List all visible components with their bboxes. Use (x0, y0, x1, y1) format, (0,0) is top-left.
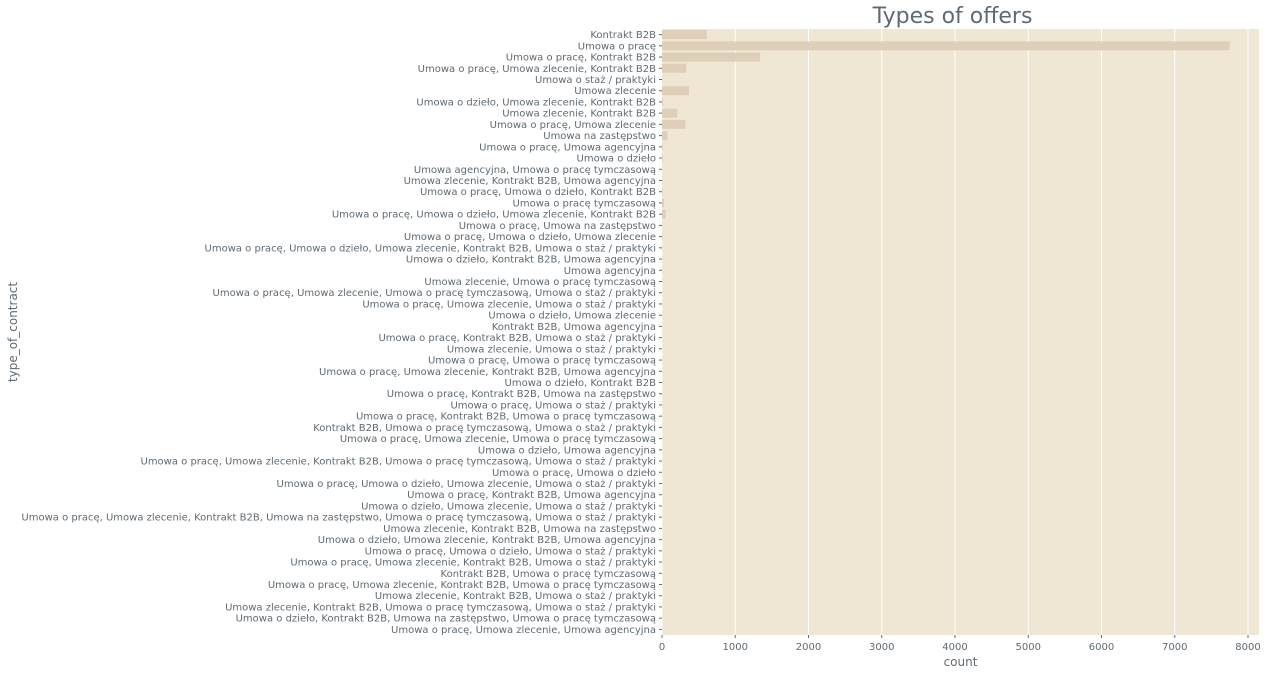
x-tick-label: 6000 (1089, 642, 1114, 653)
y-tick-label: Umowa o pracę, Umowa zlecenie, Kontrakt … (141, 457, 657, 468)
y-tick-label: Umowa o pracę, Umowa o dzieło, Umowa zle… (205, 243, 656, 254)
y-tick-label: Umowa o pracę, Kontrakt B2B, Umowa agenc… (407, 490, 656, 501)
y-tick-label: Kontrakt B2B (590, 30, 656, 41)
y-tick-label: Umowa zlecenie (574, 86, 656, 97)
y-tick-label: Umowa o dzieło, Umowa zlecenie, Kontrakt… (416, 97, 656, 108)
y-tick-label: Umowa o pracę, Umowa zlecenie, Kontrakt … (290, 558, 656, 569)
plot-background (662, 29, 1259, 635)
y-tick-label: Umowa o pracę, Umowa zlecenie, Kontrakt … (319, 367, 656, 378)
y-tick-label: Umowa o dzieło, Umowa zlecenie (488, 311, 656, 322)
x-tick-label: 5000 (1016, 642, 1041, 653)
bar (662, 153, 663, 163)
y-tick-label: Umowa o pracę, Umowa o staż / praktyki (450, 400, 656, 411)
y-tick-label: Umowa o pracę, Umowa o dzieło, Umowa o s… (365, 546, 656, 557)
y-tick-label: Umowa o pracę, Umowa zlecenie, Kontrakt … (268, 580, 656, 591)
bar (662, 198, 664, 208)
bar (662, 108, 678, 118)
y-tick-label: Umowa o dzieło, Kontrakt B2B (505, 378, 657, 389)
bar (662, 142, 663, 152)
y-tick-label: Umowa o dzieło, Kontrakt B2B, Umowa na z… (236, 614, 656, 625)
y-tick-label: Umowa o pracę, Umowa o dzieło, Umowa zle… (277, 479, 656, 490)
y-tick-label: Umowa o pracę, Umowa o dzieło, Umowa zle… (404, 232, 656, 243)
x-tick-label: 7000 (1162, 642, 1187, 653)
y-tick-label: Umowa o pracę, Kontrakt B2B, Umowa na za… (387, 389, 656, 400)
bar (662, 41, 1230, 51)
x-tick-label: 3000 (869, 642, 894, 653)
x-tick-labels: 0 1000 2000 3000 4000 5000 6000 7000 8000 (659, 635, 1261, 653)
bar (662, 30, 707, 40)
x-axis-label: count (944, 655, 978, 669)
bar (662, 119, 686, 129)
y-tick-label: Umowa o staż / praktyki (535, 75, 656, 86)
bar (662, 52, 761, 62)
y-tick-label: Umowa na zastępstwo (543, 131, 656, 142)
y-tick-label: Kontrakt B2B, Umowa o pracę tymczasową (441, 569, 656, 580)
y-tick-label: Umowa o pracę, Umowa zlecenie, Umowa o s… (362, 299, 656, 310)
bar (662, 97, 664, 107)
y-axis-label: type_of_contract (6, 282, 20, 383)
y-tick-label: Umowa o pracę, Umowa o pracę tymczasową (428, 356, 656, 367)
x-tick-label: 0 (659, 642, 665, 653)
y-tick-label: Umowa o pracę, Umowa zlecenie, Umowa o p… (340, 434, 656, 445)
y-tick-label: Umowa zlecenie, Umowa o staż / praktyki (447, 344, 656, 355)
y-tick-label: Umowa o pracę, Umowa zlecenie, Umowa o p… (213, 288, 656, 299)
y-tick-label: Umowa o pracę, Umowa agencyjna (479, 142, 656, 153)
y-tick-label: Umowa zlecenie, Kontrakt B2B, Umowa na z… (383, 524, 656, 535)
y-tick-label: Umowa zlecenie, Kontrakt B2B (502, 109, 656, 120)
y-tick-label: Umowa zlecenie, Kontrakt B2B, Umowa o st… (375, 591, 656, 602)
bar (662, 86, 690, 96)
y-tick-label: Umowa agencyjna, Umowa o pracę tymczasow… (414, 165, 656, 176)
y-tick-label: Umowa o pracę, Umowa zlecenie, Kontrakt … (418, 64, 656, 75)
y-tick-label: Umowa o pracę, Kontrakt B2B (506, 53, 656, 64)
y-tick-label: Umowa o pracę tymczasową (513, 198, 656, 209)
y-tick-label: Umowa o pracę, Kontrakt B2B, Umowa o pra… (356, 412, 656, 423)
y-tick-label: Kontrakt B2B, Umowa agencyjna (492, 322, 656, 333)
y-tick-label: Umowa zlecenie, Kontrakt B2B, Umowa o pr… (225, 602, 656, 613)
y-tick-label: Umowa o pracę, Umowa na zastępstwo (459, 221, 656, 232)
y-tick-label: Umowa o pracę, Umowa o dzieło (492, 468, 656, 479)
y-tick-label: Umowa o pracę, Umowa zlecenie (490, 120, 656, 131)
chart-title: Types of offers (872, 4, 1033, 29)
bar (662, 187, 663, 197)
bar (662, 209, 666, 219)
y-tick-label: Umowa zlecenie, Kontrakt B2B, Umowa agen… (404, 176, 656, 187)
x-tick-label: 1000 (723, 642, 748, 653)
grid-lines (661, 29, 1249, 635)
x-tick-label: 8000 (1235, 642, 1260, 653)
y-tick-label: Umowa o dzieło, Umowa agencyjna (478, 445, 656, 456)
y-tick-label: Umowa o dzieło, Umowa zlecenie, Umowa o … (361, 501, 656, 512)
bar (662, 63, 687, 73)
bars (662, 30, 1230, 634)
y-tick-label: Umowa o pracę, Umowa o dzieło, Kontrakt … (420, 187, 656, 198)
x-tick-label: 4000 (942, 642, 967, 653)
y-tick-label: Umowa o dzieło, Kontrakt B2B, Umowa agen… (406, 255, 656, 266)
y-tick-label: Umowa agencyjna (564, 266, 656, 277)
y-tick-label: Umowa o pracę, Umowa zlecenie, Kontrakt … (21, 513, 656, 524)
y-tick-label: Kontrakt B2B, Umowa o pracę tymczasową, … (313, 423, 656, 434)
y-tick-label: Umowa o pracę, Umowa zlecenie, Umowa age… (391, 625, 656, 636)
y-tick-label: Umowa o dzieło (577, 154, 656, 165)
y-tick-label: Umowa zlecenie, Umowa o pracę tymczasową (424, 277, 656, 288)
y-tick-label: Umowa o pracę, Umowa o dzieło, Umowa zle… (332, 210, 656, 221)
y-tick-label: Umowa o dzieło, Umowa zlecenie, Kontrakt… (318, 535, 656, 546)
y-tick-label: Umowa o pracę (578, 41, 656, 52)
bar (662, 131, 668, 141)
y-tick-label: Umowa o pracę, Kontrakt B2B, Umowa o sta… (378, 333, 656, 344)
x-tick-label: 2000 (796, 642, 821, 653)
